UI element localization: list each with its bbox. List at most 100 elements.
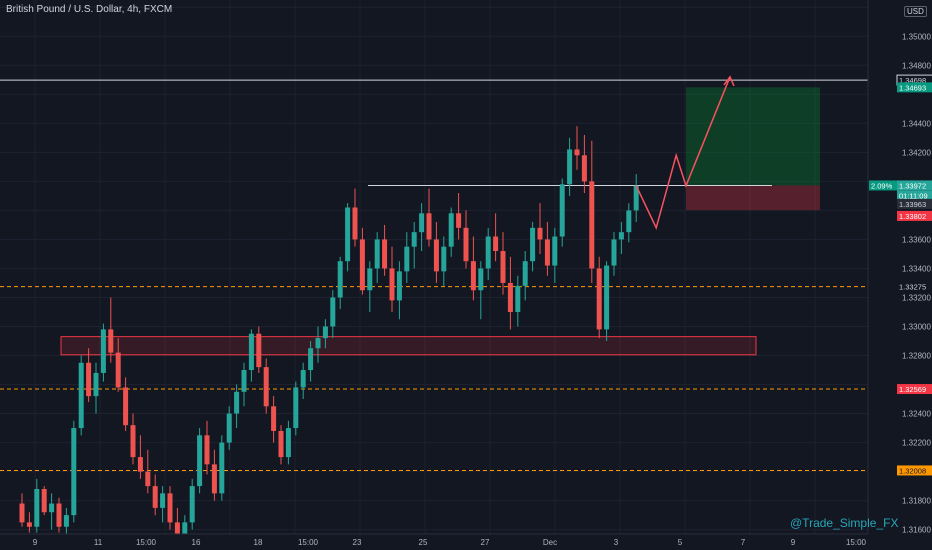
candle-up [93,372,99,397]
time-tick-label: 3 [614,538,619,547]
price-badge [897,384,932,395]
price-axis[interactable]: 1.35000 1.34800 1.34400 1.34200 1.33600 1.334… [867,0,932,550]
candles-layer[interactable] [19,126,639,548]
candle-up [374,239,380,269]
candle-up [441,246,447,272]
price-badge [869,180,897,191]
time-tick-label: 23 [353,538,362,547]
time-tick-label: 16 [192,538,201,547]
candle-up [234,391,240,414]
price-tick-label: 1.32800 [902,352,931,361]
horizontal-lines-layer [0,79,868,471]
candle-up [611,239,617,266]
candle-down [271,406,277,431]
price-tick-label: 1.33200 [902,293,931,302]
candle-up [337,261,343,298]
time-axis[interactable]: 9 11 15:00 16 18 15:00 23 25 27 Dec 3 5 7 9 15:00 [0,533,868,550]
candle-down [86,362,92,397]
candle-down [537,227,543,240]
price-tick-label: 1.34400 [902,119,931,128]
candle-down [174,522,180,537]
candle-up [300,370,306,388]
candle-up [49,503,55,513]
candle-up [330,297,336,327]
price-badge-label: 1.33275 [899,283,926,292]
candle-up [100,329,106,373]
candle-up [71,428,77,516]
candle-down [167,493,173,523]
candle-down [589,181,595,269]
candle-down [574,149,580,156]
price-badge-label: 1.32569 [899,385,926,394]
candle-down [278,430,284,458]
candle-up [604,265,610,330]
price-tick-label: 1.34800 [902,61,931,70]
candle-down [41,489,47,513]
price-badge-label: 1.33972 [899,181,926,190]
projection-arrow-layer [635,75,735,230]
candle-down [382,239,388,269]
candle-up [189,486,195,523]
price-tick-label: 1.33400 [902,264,931,273]
price-badge-label: 1.32008 [899,466,926,475]
candle-up [345,207,351,262]
candle-down [389,268,395,301]
time-tick-label: 18 [254,538,263,547]
candle-up [515,285,521,312]
price-badge-label: 1.34698 [899,76,926,85]
time-tick-label: 15:00 [846,538,867,547]
price-badge-label: 01:11:09 [899,192,928,201]
price-badge [897,198,932,209]
time-axis-bg [0,534,868,550]
price-badge [897,281,932,292]
candle-up [160,493,166,508]
candle-down [19,503,25,523]
candle-up [367,268,373,291]
time-tick-label: 15:00 [136,538,157,547]
price-tick-label: 1.31600 [902,526,931,535]
candle-up [322,326,328,339]
candle-down [596,268,602,330]
candle-up [315,338,321,349]
time-tick-label: 5 [678,538,683,547]
candle-up [626,210,632,233]
target-profit-zone [686,87,820,186]
candle-down [433,239,439,272]
author-watermark: @Trade_Simple_FX [790,516,899,530]
candle-down [581,155,587,182]
candle-up [219,442,225,494]
candle-down [507,282,513,312]
candle-up [396,271,402,301]
candle-down [456,213,462,228]
candle-down [544,239,550,266]
time-tick-label: Dec [543,538,557,547]
price-badge-label: 1.33963 [899,200,926,209]
candle-down [108,329,114,353]
candle-up [411,232,417,247]
candle-down [145,471,151,487]
candle-up [226,413,232,443]
time-tick-label: 11 [94,538,103,547]
candle-up [241,370,247,392]
time-tick-label: 7 [741,538,746,547]
currency-badge[interactable]: USD [904,6,927,17]
candle-up [530,227,536,262]
time-tick-label: 25 [419,538,428,547]
candle-down [263,367,269,407]
candle-down [115,352,121,388]
candle-down [359,239,365,291]
candle-up [478,268,484,291]
price-badge [897,210,932,221]
price-badge [897,180,932,191]
price-tick-label: 1.33000 [902,322,931,331]
candle-down [204,435,210,465]
price-tick-label: 1.33600 [902,235,931,244]
candle-down [470,261,476,291]
candle-down [493,236,499,252]
candle-up [63,515,69,527]
time-tick-label: 9 [33,538,38,547]
price-tick-label: 1.32200 [902,439,931,448]
price-tick-label: 1.35000 [902,32,931,41]
price-badge-label: 1.34693 [899,83,926,92]
